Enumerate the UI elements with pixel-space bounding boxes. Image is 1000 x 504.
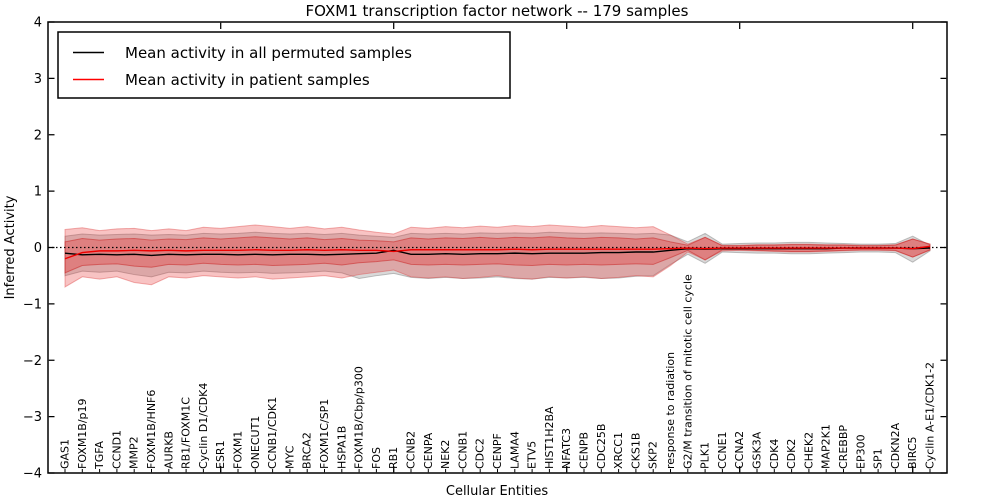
x-tick-label: XRCC1 <box>612 432 625 469</box>
x-tick-label: CKS1B <box>629 433 642 469</box>
legend: Mean activity in all permuted samples Me… <box>57 31 511 99</box>
x-tick-label: ONECUT1 <box>249 416 262 469</box>
legend-label-permuted: Mean activity in all permuted samples <box>125 44 412 62</box>
x-tick-label: CCNE1 <box>716 431 729 469</box>
x-tick-label: BRCA2 <box>301 432 314 469</box>
x-tick-label: PLK1 <box>699 442 712 469</box>
x-tick-label: RB1/FOXM1C <box>180 397 193 469</box>
y-tick-label: 1 <box>34 185 42 200</box>
x-tick-label: AURKB <box>162 431 175 469</box>
y-tick-label: −4 <box>23 467 42 482</box>
x-tick-label: FOS <box>370 447 383 469</box>
x-tick-label: CCND1 <box>110 430 123 469</box>
bands-layer <box>64 224 931 288</box>
x-tick-label: NEK2 <box>439 440 452 469</box>
chart-title: FOXM1 transcription factor network -- 17… <box>306 2 689 20</box>
x-tick-label: GSK3A <box>751 431 764 469</box>
x-tick-label: MMP2 <box>128 436 141 469</box>
x-tick-label: CCNB2 <box>405 431 418 469</box>
x-tick-label: FOXM1C/SP1 <box>318 399 331 469</box>
y-tick-label: 3 <box>34 72 42 87</box>
permuted-samples-range-band <box>64 231 931 280</box>
x-tick-label: CDC25B <box>595 424 608 469</box>
patient-samples-range-inner-band <box>64 236 931 274</box>
x-tick-label: CHEK2 <box>802 432 815 469</box>
x-tick-label: CCNB1 <box>456 431 469 469</box>
x-tick-label: LAMA4 <box>508 431 521 469</box>
x-tick-label: ETV5 <box>526 441 539 469</box>
y-tick-label: −1 <box>23 297 42 312</box>
x-tick-label: FOXM1B/Cbp/p300 <box>353 366 366 469</box>
y-tick-label: 4 <box>34 16 42 31</box>
x-tick-label: BIRC5 <box>906 436 919 469</box>
x-tick-label: SKP2 <box>647 441 660 469</box>
x-tick-label: FOXM1B/p19 <box>76 398 89 469</box>
x-tick-label: HIST1H2BA <box>543 406 556 469</box>
x-tick-label: MAP2K1 <box>820 424 833 469</box>
x-tick-label: CDC2 <box>474 438 487 469</box>
legend-box <box>57 31 511 99</box>
x-tick-label: CCNA2 <box>733 431 746 469</box>
x-tick-label: EP300 <box>854 434 867 469</box>
y-tick-label: 0 <box>34 241 42 256</box>
x-tick-label: FOXM1B/HNF6 <box>145 390 158 469</box>
x-tick-labels: GAS1 FOXM1B/p19 TGFA CCND1 MMP2 FOXM1B/HNF6 AU… <box>59 274 937 470</box>
legend-label-patient: Mean activity in patient samples <box>125 71 370 89</box>
y-tick-label: −3 <box>23 410 42 425</box>
x-tick-label: NFATC3 <box>560 428 573 469</box>
x-tick-label: FOXM1 <box>232 431 245 469</box>
patient-samples-range-outer-band <box>64 224 931 288</box>
x-tick-label: CDK2 <box>785 439 798 469</box>
y-axis-label: Inferred Activity <box>3 195 18 299</box>
x-tick-label: G2/M transition of mitotic cell cycle <box>681 274 694 469</box>
x-tick-label: GAS1 <box>59 439 72 469</box>
x-tick-label: ESR1 <box>214 440 227 469</box>
x-tick-label: response to radiation <box>664 352 677 469</box>
x-tick-label: SP1 <box>872 448 885 469</box>
x-tick-label: CDKN2A <box>889 422 902 469</box>
x-axis-label: Cellular Entities <box>446 484 548 499</box>
patient-mean-line <box>64 245 931 260</box>
x-tick-label: CENPF <box>491 433 504 469</box>
x-tick-label: CENPA <box>422 432 435 469</box>
x-tick-label: TGFA <box>93 440 106 470</box>
x-tick-label: CDK4 <box>768 439 781 469</box>
x-tick-label: MYC <box>283 445 296 469</box>
lines-layer <box>48 245 947 260</box>
y-tick-label: 2 <box>34 128 42 143</box>
y-tick-labels: 4 3 2 1 0 −1 −2 −3 −4 <box>23 16 42 482</box>
x-tick-label: CCNB1/CDK1 <box>266 397 279 469</box>
plot-frame <box>47 21 948 474</box>
x-tick-label: HSPA1B <box>335 426 348 469</box>
x-tick-label: CENPB <box>578 432 591 469</box>
x-tick-label: Cyclin A-E1/CDK1-2 <box>924 362 937 469</box>
y-tick-label: −2 <box>23 354 42 369</box>
x-tick-label: Cyclin D1/CDK4 <box>197 383 210 469</box>
x-tick-label: CREBBP <box>837 425 850 469</box>
x-tick-label: RB1 <box>387 447 400 469</box>
